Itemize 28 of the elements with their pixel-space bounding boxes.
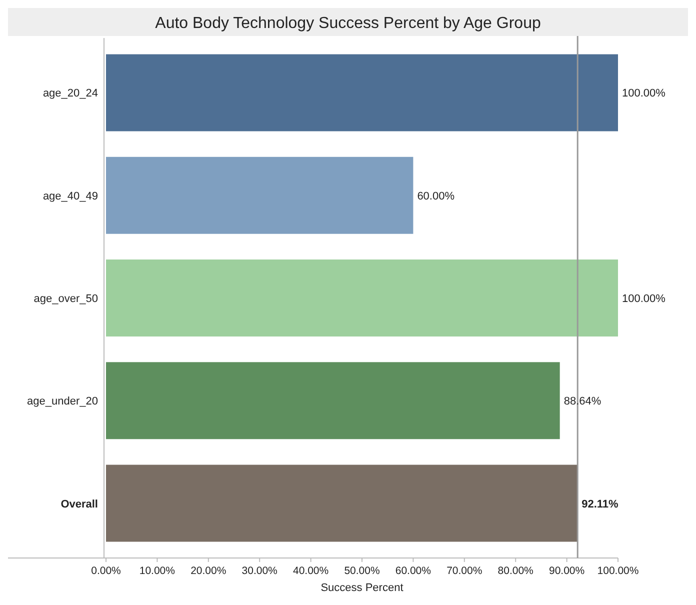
x-tick-label: 60.00% — [395, 565, 432, 577]
bar — [106, 156, 414, 234]
x-tick-label: 50.00% — [344, 565, 380, 577]
data-label: 60.00% — [417, 190, 455, 202]
y-tick-label: age_20_24 — [42, 88, 98, 100]
x-tick-label: 70.00% — [446, 565, 482, 577]
chart-title: Auto Body Technology Success Percent by Age Group — [155, 15, 541, 32]
y-tick-label: age_under_20 — [27, 396, 98, 408]
x-tick-label: 0.00% — [91, 565, 121, 577]
x-tick-label: 90.00% — [548, 565, 585, 577]
bar — [106, 260, 618, 336]
data-label: 100.00% — [622, 88, 666, 100]
data-label: 100.00% — [622, 293, 666, 305]
data-label: 92.11% — [582, 498, 619, 510]
y-tick-label: age_40_49 — [42, 190, 98, 202]
x-axis-title: Success Percent — [320, 582, 404, 594]
x-tick-label: 10.00% — [139, 565, 176, 577]
data-label: 88.64% — [564, 396, 602, 408]
x-tick-label: 20.00% — [190, 565, 226, 577]
x-tick-label: 80.00% — [498, 565, 534, 577]
bar — [106, 54, 618, 132]
y-tick-label: age_over_50 — [34, 293, 98, 305]
x-tick-label: 40.00% — [292, 565, 329, 577]
bar — [106, 362, 560, 440]
x-tick-label: 30.00% — [242, 565, 278, 577]
bar — [106, 464, 578, 542]
y-tick-label: Overall — [60, 498, 98, 510]
x-tick-label: 100.00% — [597, 565, 639, 577]
